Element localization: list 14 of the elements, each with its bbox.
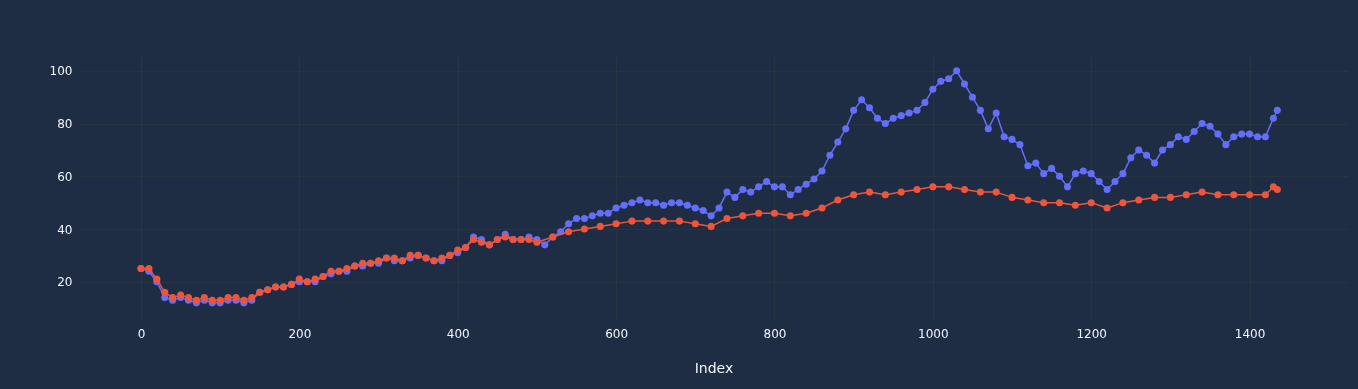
x-axis-title: Index	[694, 359, 734, 376]
x-tick-label: 400	[446, 326, 470, 341]
y-tick-label: 80	[57, 117, 73, 132]
y-tick-label: 100	[49, 64, 73, 79]
x-tick-label: 600	[605, 326, 629, 341]
y-tick-label: 20	[57, 275, 73, 290]
x-tick-label: 1200	[1076, 326, 1107, 341]
x-tick-label: 1400	[1234, 326, 1266, 341]
x-tick-label: 800	[763, 326, 787, 341]
y-tick-label: 40	[57, 222, 73, 237]
y-tick-label: 60	[57, 169, 73, 184]
x-tick-label: 0	[137, 326, 146, 341]
x-tick-label: 200	[288, 326, 312, 341]
x-tick-label: 1000	[918, 326, 949, 341]
